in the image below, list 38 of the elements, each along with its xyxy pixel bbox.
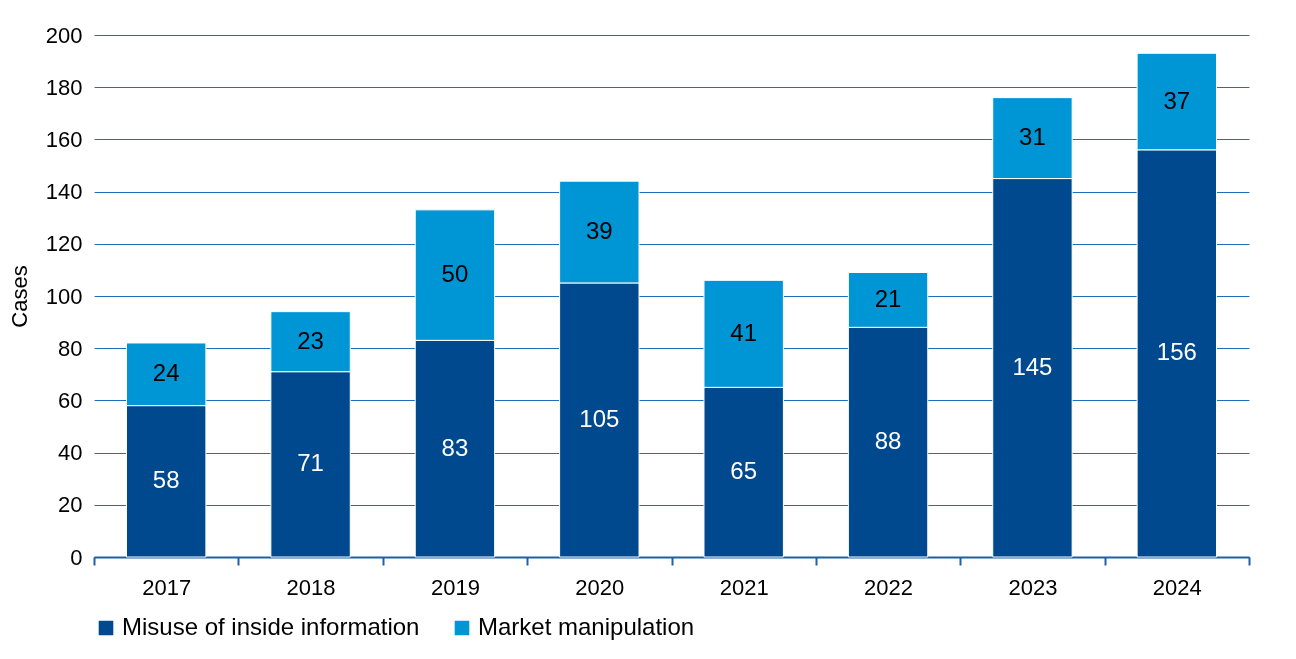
- data-label: 37: [1163, 86, 1191, 114]
- y-tick-label: 160: [45, 126, 83, 152]
- data-label: 21: [874, 284, 902, 312]
- y-tick-label: 200: [45, 22, 83, 48]
- y-tick-label: 60: [58, 387, 83, 413]
- data-label: 156: [1156, 338, 1197, 366]
- data-label: 24: [152, 359, 180, 387]
- y-tick-label: 40: [58, 440, 83, 466]
- x-tick-label: 2017: [142, 574, 192, 600]
- x-tick-label: 2019: [430, 574, 480, 600]
- y-tick-label: 180: [45, 74, 83, 100]
- x-tick-label: 2018: [286, 574, 336, 600]
- legend-label: Market manipulation: [478, 613, 695, 640]
- data-label: 105: [579, 404, 620, 432]
- x-tick-label: 2020: [575, 574, 625, 600]
- data-label: 71: [297, 449, 324, 477]
- y-axis-title: Cases: [6, 265, 32, 328]
- x-tick-label: 2023: [1008, 574, 1058, 600]
- data-label: 88: [874, 427, 902, 455]
- data-label: 50: [441, 260, 469, 288]
- y-tick-label: 80: [58, 335, 83, 361]
- x-tick-label: 2024: [1152, 574, 1202, 600]
- data-label: 41: [730, 318, 758, 346]
- x-tick-label: 2022: [864, 574, 914, 600]
- y-tick-label: 20: [58, 492, 83, 518]
- y-tick-label: 120: [45, 231, 83, 257]
- y-tick-label: 140: [45, 179, 83, 205]
- data-label: 145: [1012, 352, 1053, 380]
- data-label: 23: [297, 326, 324, 354]
- data-label: 39: [585, 217, 613, 245]
- data-label: 31: [1019, 123, 1046, 151]
- legend-label: Misuse of inside information: [122, 613, 420, 640]
- x-tick-label: 2021: [719, 574, 769, 600]
- data-label: 83: [441, 433, 469, 461]
- data-label: 65: [730, 457, 758, 485]
- y-tick-label: 100: [45, 283, 83, 309]
- data-label: 58: [152, 466, 180, 494]
- y-tick-label: 0: [70, 544, 83, 570]
